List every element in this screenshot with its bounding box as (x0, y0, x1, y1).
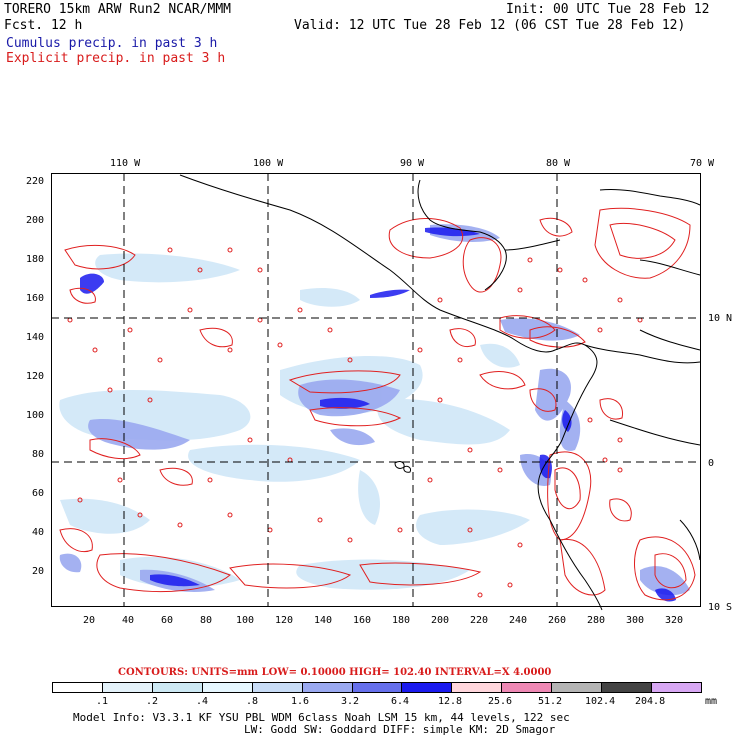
lon-label: 80 W (546, 158, 571, 169)
legend-swatch (252, 683, 303, 692)
legend-swatch (152, 683, 203, 692)
legend-swatch (552, 683, 603, 692)
legend-swatch (352, 683, 403, 692)
legend-label: 25.6 (488, 696, 513, 707)
y-tick: 220 (26, 176, 45, 187)
init-time: Init: 00 UTC Tue 28 Feb 12 (506, 2, 710, 17)
x-tick: 160 (353, 615, 372, 626)
legend-swatch (53, 683, 103, 692)
valid-time: Valid: 12 UTC Tue 28 Feb 12 (06 CST Tue … (294, 18, 686, 33)
legend-swatch (302, 683, 353, 692)
legend-label: 51.2 (538, 696, 563, 707)
legend-label: 102.4 (585, 696, 616, 707)
legend-swatch (502, 683, 553, 692)
x-tick: 120 (275, 615, 294, 626)
y-tick: 120 (26, 371, 45, 382)
explicit-precip-contours (59, 207, 696, 601)
legend-label: 3.2 (341, 696, 360, 707)
cumulus-precip-label: Cumulus precip. in past 3 h (6, 36, 218, 51)
x-tick: 200 (431, 615, 450, 626)
physics-info: LW: Godd SW: Goddard DIFF: simple KM: 2D… (244, 723, 556, 736)
x-tick: 140 (314, 615, 333, 626)
lat-lon-grid (51, 173, 700, 606)
x-tick: 100 (236, 615, 255, 626)
legend-swatch (652, 683, 701, 692)
y-tick: 160 (26, 293, 45, 304)
x-tick: 180 (392, 615, 411, 626)
legend-swatch (102, 683, 153, 692)
y-tick: 20 (32, 566, 45, 577)
y-tick: 60 (32, 488, 45, 499)
precip-color-legend (52, 682, 702, 693)
lon-label: 90 W (400, 158, 425, 169)
map-frame (51, 173, 701, 607)
y-tick: 40 (32, 527, 45, 538)
model-title: TORERO 15km ARW Run2 NCAR/MMM (4, 2, 231, 17)
y-tick: 180 (26, 254, 45, 265)
cumulus-precip-light (59, 253, 530, 590)
y-tick: 140 (26, 332, 45, 343)
legend-label: 204.8 (635, 696, 666, 707)
lat-label: 10 N (708, 313, 733, 324)
model-info: Model Info: V3.3.1 KF YSU PBL WDM 6class… (73, 711, 570, 724)
legend-swatch (452, 683, 503, 692)
contour-info: CONTOURS: UNITS=mm LOW= 0.10000 HIGH= 10… (118, 667, 552, 678)
legend-swatch (202, 683, 253, 692)
legend-label: .2 (146, 696, 159, 707)
coastlines (179, 174, 701, 611)
legend-label: .8 (246, 696, 259, 707)
x-tick: 40 (122, 615, 135, 626)
lon-label: 70 W (690, 158, 715, 169)
legend-label: 1.6 (291, 696, 310, 707)
x-tick: 20 (83, 615, 96, 626)
y-tick: 80 (32, 449, 45, 460)
y-tick: 200 (26, 215, 45, 226)
lat-label: 10 S (708, 602, 733, 613)
y-tick: 100 (26, 410, 45, 421)
legend-swatch (402, 683, 453, 692)
lon-label: 100 W (253, 158, 284, 169)
x-tick: 220 (470, 615, 489, 626)
x-tick: 300 (626, 615, 645, 626)
legend-swatch (602, 683, 653, 692)
x-tick: 320 (665, 615, 684, 626)
legend-label: .1 (96, 696, 109, 707)
x-tick: 60 (161, 615, 174, 626)
x-tick: 260 (548, 615, 567, 626)
x-tick: 80 (200, 615, 213, 626)
legend-label: 6.4 (391, 696, 410, 707)
legend-label: .4 (196, 696, 209, 707)
lon-label: 110 W (110, 158, 141, 169)
x-tick: 240 (509, 615, 528, 626)
x-tick: 280 (587, 615, 606, 626)
legend-label: 12.8 (438, 696, 463, 707)
explicit-precip-label: Explicit precip. in past 3 h (6, 51, 226, 66)
lat-label: 0 (708, 458, 715, 469)
legend-units: mm (705, 696, 718, 707)
forecast-hour: Fcst. 12 h (4, 18, 83, 33)
